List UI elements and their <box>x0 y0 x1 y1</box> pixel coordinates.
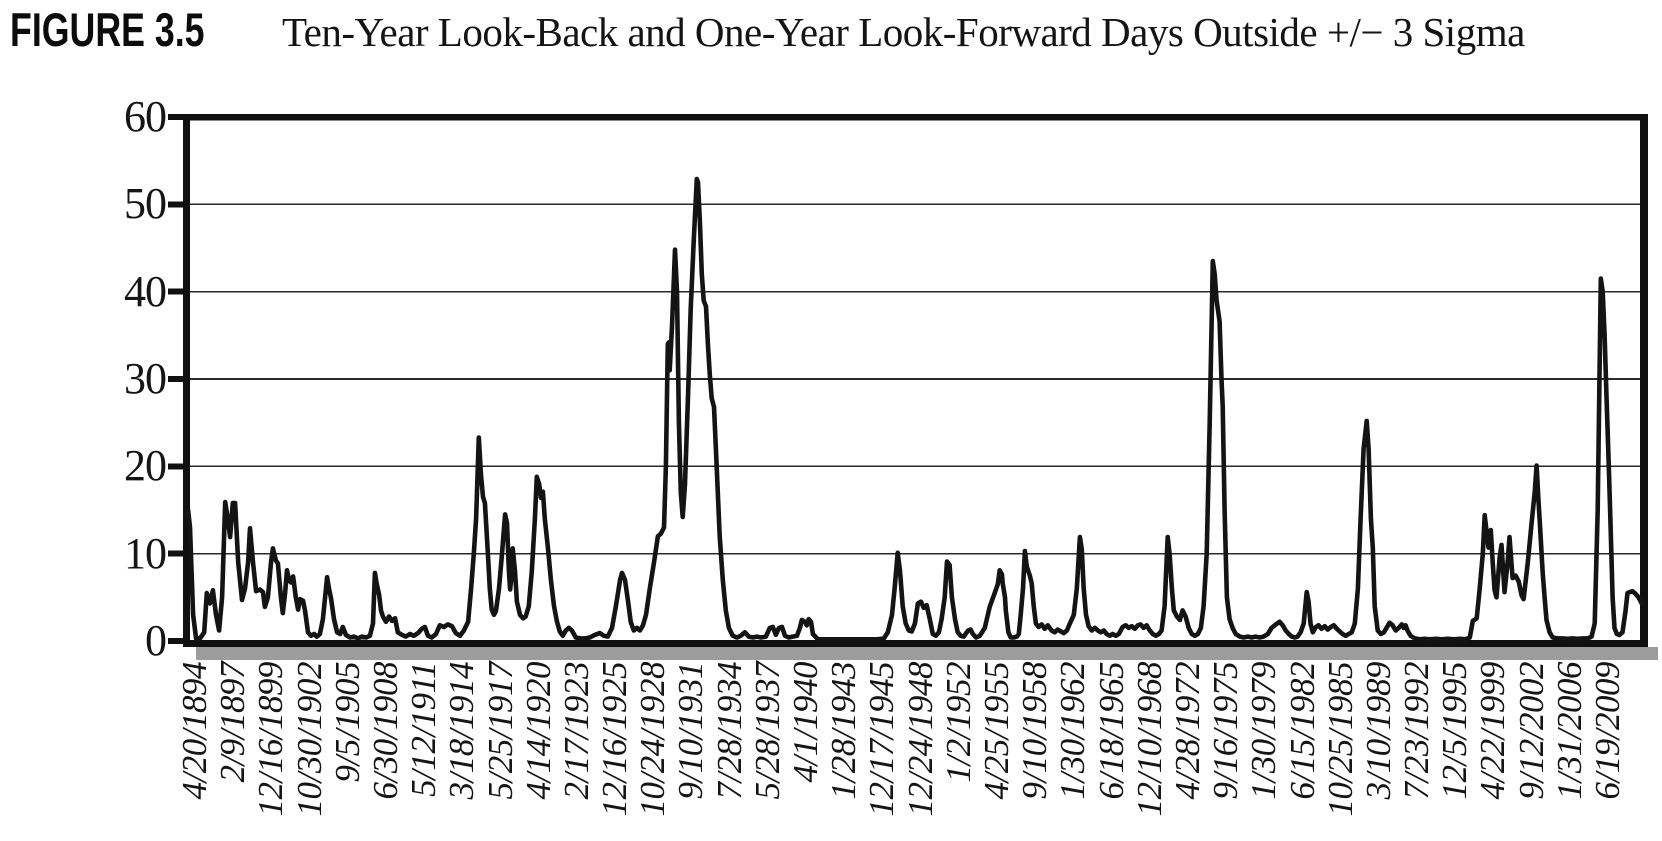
frame-right <box>1640 114 1648 647</box>
gridline-20 <box>189 465 1640 468</box>
x-axis-tick-label: 4/25/1955 <box>976 662 1016 800</box>
figure-title: Ten-Year Look-Back and One-Year Look-For… <box>281 9 1525 55</box>
y-tick-mark-10 <box>168 550 186 557</box>
y-axis-tick-label: 20 <box>124 441 167 491</box>
x-axis-tick-label: 10/25/1985 <box>1320 662 1360 817</box>
x-axis-tick-label: 4/22/1999 <box>1473 662 1513 800</box>
axis-frame <box>168 114 1658 660</box>
x-axis-tick-label: 10/24/1928 <box>633 662 673 817</box>
y-tick-mark-30 <box>168 376 186 382</box>
x-axis-tick-label: 7/28/1934 <box>709 662 749 800</box>
y-tick-mark-50 <box>168 201 186 208</box>
series-line <box>185 176 1644 642</box>
x-axis-tick-label: 12/10/1968 <box>1129 662 1169 817</box>
x-axis-tick-label: 3/10/1989 <box>1358 662 1398 800</box>
x-axis-tick-label: 5/25/1917 <box>480 662 520 800</box>
y-tick-mark-20 <box>168 463 186 470</box>
x-axis-tick-label: 6/18/1965 <box>1091 662 1131 800</box>
y-axis-tick-label: 60 <box>124 92 167 141</box>
x-axis-tick-label: 1/28/1943 <box>824 662 864 800</box>
y-axis-tick-label: 50 <box>124 179 167 229</box>
x-axis-tick-label: 10/30/1902 <box>289 662 329 817</box>
x-axis-tick-label: 12/17/1945 <box>862 662 902 817</box>
x-axis-tick-label: 5/28/1937 <box>747 662 787 800</box>
gridline-50 <box>189 203 1640 206</box>
x-axis-tick-label: 1/2/1952 <box>938 662 978 783</box>
x-axis-tick-label: 7/23/1992 <box>1397 662 1437 800</box>
y-axis-tick-label: 30 <box>124 354 167 403</box>
x-axis-tick-label: 4/1/1940 <box>786 662 826 783</box>
y-axis-tick-label: 10 <box>124 528 167 578</box>
x-axis-tick-label: 6/19/2009 <box>1588 662 1628 800</box>
x-axis-tick-label: 9/5/1905 <box>327 662 367 783</box>
y-tick-mark-40 <box>168 288 186 295</box>
x-axis-tick-label: 4/14/1920 <box>518 662 558 800</box>
x-axis-tick-label: 3/18/1914 <box>442 662 482 800</box>
baseline-shadow <box>196 647 1658 660</box>
y-axis-tick-label: 40 <box>124 266 167 316</box>
x-axis-tick-label: 1/30/1962 <box>1053 662 1093 800</box>
x-axis-tick-label: 6/15/1982 <box>1282 662 1322 800</box>
x-axis-tick-label: 5/12/1911 <box>404 662 444 797</box>
y-axis-line <box>183 114 190 647</box>
x-axis-tick-label: 9/12/2002 <box>1511 662 1551 800</box>
y-tick-mark-0 <box>168 638 186 644</box>
gridline-40 <box>189 290 1640 293</box>
x-axis-tick-label: 1/31/2006 <box>1549 662 1589 800</box>
x-axis-tick-label: 9/10/1958 <box>1015 662 1055 800</box>
x-axis-tick-label: 1/30/1979 <box>1244 662 1284 800</box>
gridline-10 <box>189 552 1640 555</box>
x-axis-tick-label: 4/20/1894 <box>175 662 214 800</box>
gridlines <box>189 203 1640 555</box>
x-axis-tick-label: 12/16/1899 <box>251 662 291 817</box>
x-axis-tick-label: 12/5/1995 <box>1435 662 1475 800</box>
figure-number-label: FIGURE 3.5 <box>10 3 205 56</box>
y-axis-tick-label: 0 <box>145 616 167 665</box>
x-axis-tick-label: 6/30/1908 <box>365 662 405 800</box>
x-axis-tick-label: 9/10/1931 <box>671 662 711 800</box>
x-axis-tick-label: 2/9/1897 <box>213 662 253 783</box>
frame-top <box>183 114 1648 121</box>
figure-header: FIGURE 3.5 Ten-Year Look-Back and One-Ye… <box>10 2 1655 57</box>
gridline-30 <box>189 378 1640 380</box>
y-tick-mark-60 <box>168 114 186 120</box>
x-axis-tick-label: 2/17/1923 <box>556 662 596 800</box>
x-axis-tick-label: 9/16/1975 <box>1206 662 1246 800</box>
x-axis-line <box>183 640 1648 647</box>
x-axis-tick-label: 4/28/1972 <box>1167 662 1207 800</box>
x-axis-tick-label: 12/16/1925 <box>595 662 635 817</box>
x-axis-tick-label: 12/24/1948 <box>900 662 940 817</box>
